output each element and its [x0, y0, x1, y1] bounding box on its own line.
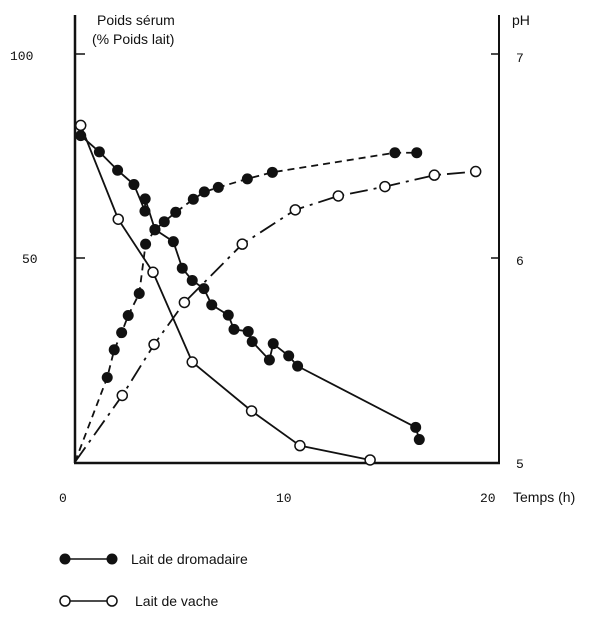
y-right-label: pH	[512, 12, 530, 28]
data-point-s0-4	[139, 193, 151, 205]
data-point-s0-7	[167, 236, 179, 248]
series-group	[74, 119, 482, 466]
data-point-s0-9	[186, 274, 198, 286]
data-point-s1-7	[149, 224, 161, 236]
legend: Lait de dromadaire Lait de vache	[59, 551, 248, 609]
data-point-s0-15	[246, 336, 258, 348]
legend-label-vache: Lait de vache	[135, 593, 218, 609]
legend-marker-dromadaire-1	[59, 553, 71, 565]
data-point-s1-10	[187, 193, 199, 205]
data-point-s1-2	[108, 344, 120, 356]
data-point-s1-11	[198, 186, 210, 198]
data-point-s2-5	[294, 439, 306, 452]
data-point-s0-3	[128, 179, 140, 191]
data-point-s0-16	[267, 338, 279, 350]
data-point-s2-1	[112, 213, 124, 225]
y-right-tick-label-6: 6	[516, 254, 524, 269]
series-line-0	[80, 134, 421, 440]
data-point-s0-12	[222, 309, 234, 321]
legend-marker-dromadaire-2	[106, 553, 118, 565]
data-point-s0-20	[410, 421, 422, 433]
data-point-s0-13	[228, 323, 240, 335]
data-point-s0-8	[176, 262, 188, 274]
data-point-s0-19	[292, 360, 304, 372]
x-tick-label-20: 20	[480, 491, 496, 506]
y-right-tick-label-7: 7	[516, 51, 524, 66]
data-point-s3-3	[178, 296, 191, 309]
data-point-s1-14	[266, 166, 278, 178]
data-point-s2-6	[364, 454, 376, 466]
y-left-tick-label-100: 100	[10, 49, 33, 64]
y-left-label-line1: Poids sérum	[97, 12, 175, 28]
data-point-s3-4	[236, 238, 249, 250]
y-right-tick-label-5: 5	[516, 457, 524, 472]
data-point-s1-12	[212, 181, 224, 193]
x-axis-label: Temps (h)	[513, 489, 575, 505]
data-point-s3-2	[148, 338, 160, 351]
data-point-s1-16	[411, 147, 423, 159]
y-left-label-line2: (% Poids lait)	[92, 31, 174, 47]
data-point-s0-18	[283, 350, 295, 362]
series-line-3	[74, 170, 476, 463]
data-point-s1-4	[122, 310, 134, 322]
data-point-s1-5	[133, 287, 145, 299]
data-point-s1-9	[170, 206, 182, 218]
series-line-1	[74, 151, 417, 463]
data-point-s3-7	[379, 180, 391, 193]
data-point-s0-11	[206, 299, 218, 311]
legend-marker-vache-2	[106, 595, 118, 607]
data-point-s2-4	[245, 405, 258, 417]
data-point-s0-14	[242, 325, 254, 337]
data-point-s3-5	[289, 204, 302, 216]
data-point-s0-21	[413, 434, 425, 446]
data-point-s3-1	[116, 389, 129, 402]
data-point-s2-3	[186, 356, 198, 368]
axes	[73, 15, 500, 465]
data-point-s1-15	[389, 147, 401, 159]
data-point-s3-6	[332, 190, 345, 202]
data-point-s3-9	[469, 165, 482, 178]
data-point-s2-2	[147, 266, 159, 279]
data-point-s1-3	[116, 327, 128, 339]
data-point-s1-8	[158, 216, 170, 228]
legend-marker-vache-1	[59, 595, 71, 607]
data-point-s0-10	[198, 283, 210, 295]
data-point-s0-1	[93, 146, 105, 158]
data-point-s1-6	[140, 238, 152, 250]
data-point-s2-0	[74, 119, 87, 132]
x-tick-label-10: 10	[276, 491, 292, 506]
data-point-s3-8	[428, 169, 441, 181]
data-point-s1-1	[101, 372, 113, 384]
y-left-tick-label-50: 50	[22, 252, 38, 267]
legend-label-dromadaire: Lait de dromadaire	[131, 551, 248, 567]
data-point-s0-2	[112, 164, 124, 176]
data-point-s0-5	[139, 205, 151, 217]
data-point-s0-17	[263, 354, 275, 366]
x-tick-label-0: 0	[59, 491, 67, 506]
data-point-s1-13	[241, 173, 253, 185]
